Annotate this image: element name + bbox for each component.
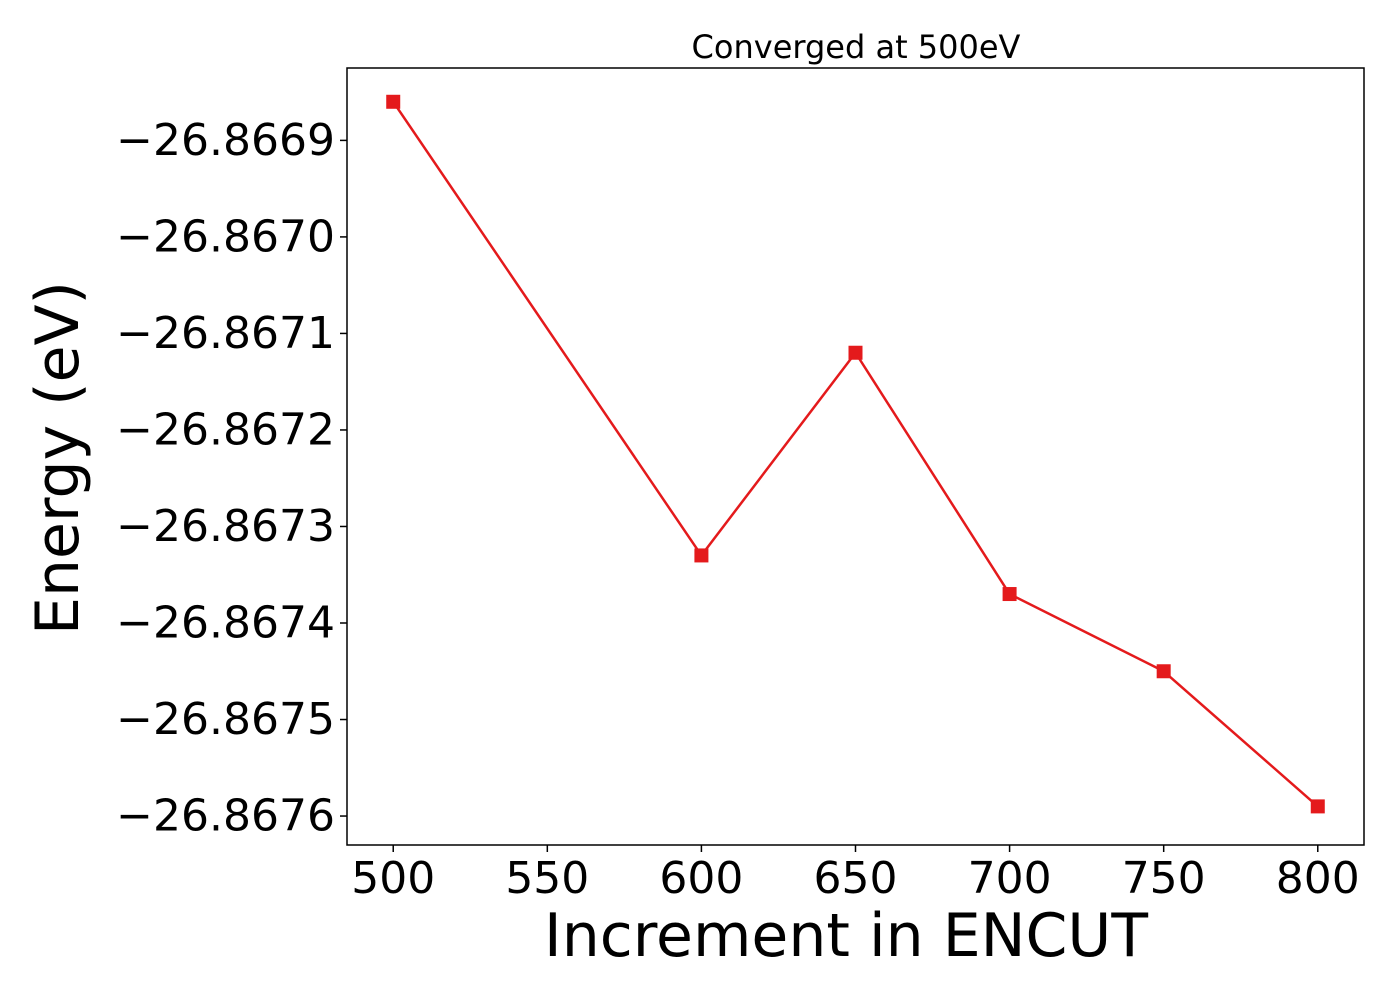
y-tick-label: −26.8669 — [116, 115, 335, 166]
y-axis-label: Energy (eV) — [23, 281, 93, 635]
data-point — [848, 345, 863, 360]
x-tick-label: 700 — [968, 853, 1052, 904]
y-tick-label: −26.8676 — [116, 791, 335, 842]
x-axis-label: Increment in ENCUT — [544, 901, 1148, 971]
y-tick-label: −26.8674 — [116, 598, 335, 649]
x-tick-label: 550 — [505, 853, 589, 904]
data-point — [1310, 799, 1325, 814]
y-tick-label: −26.8671 — [116, 308, 335, 359]
x-axis-ticks: 500 550 600 650 700 750 800 — [351, 845, 1360, 904]
plot-area-frame — [346, 67, 1365, 846]
y-tick-label: −26.8675 — [116, 694, 335, 745]
x-tick-label: 500 — [351, 853, 435, 904]
data-point — [386, 94, 401, 109]
y-axis-ticks: −26.8669 −26.8670 −26.8671 −26.8672 −26.8673… — [116, 115, 347, 842]
x-tick-label: 800 — [1276, 853, 1360, 904]
x-tick-label: 650 — [814, 853, 898, 904]
data-point — [1156, 664, 1171, 679]
y-tick-label: −26.8670 — [116, 211, 335, 262]
x-tick-label: 750 — [1122, 853, 1206, 904]
series-layer — [386, 94, 1325, 814]
x-tick-label: 600 — [659, 853, 743, 904]
data-point — [1002, 587, 1017, 602]
y-tick-label: −26.8672 — [116, 404, 335, 455]
chart-title: Converged at 500eV — [692, 28, 1021, 66]
y-tick-label: −26.8673 — [116, 501, 335, 552]
series-line — [392, 101, 1319, 808]
data-point — [694, 548, 709, 563]
